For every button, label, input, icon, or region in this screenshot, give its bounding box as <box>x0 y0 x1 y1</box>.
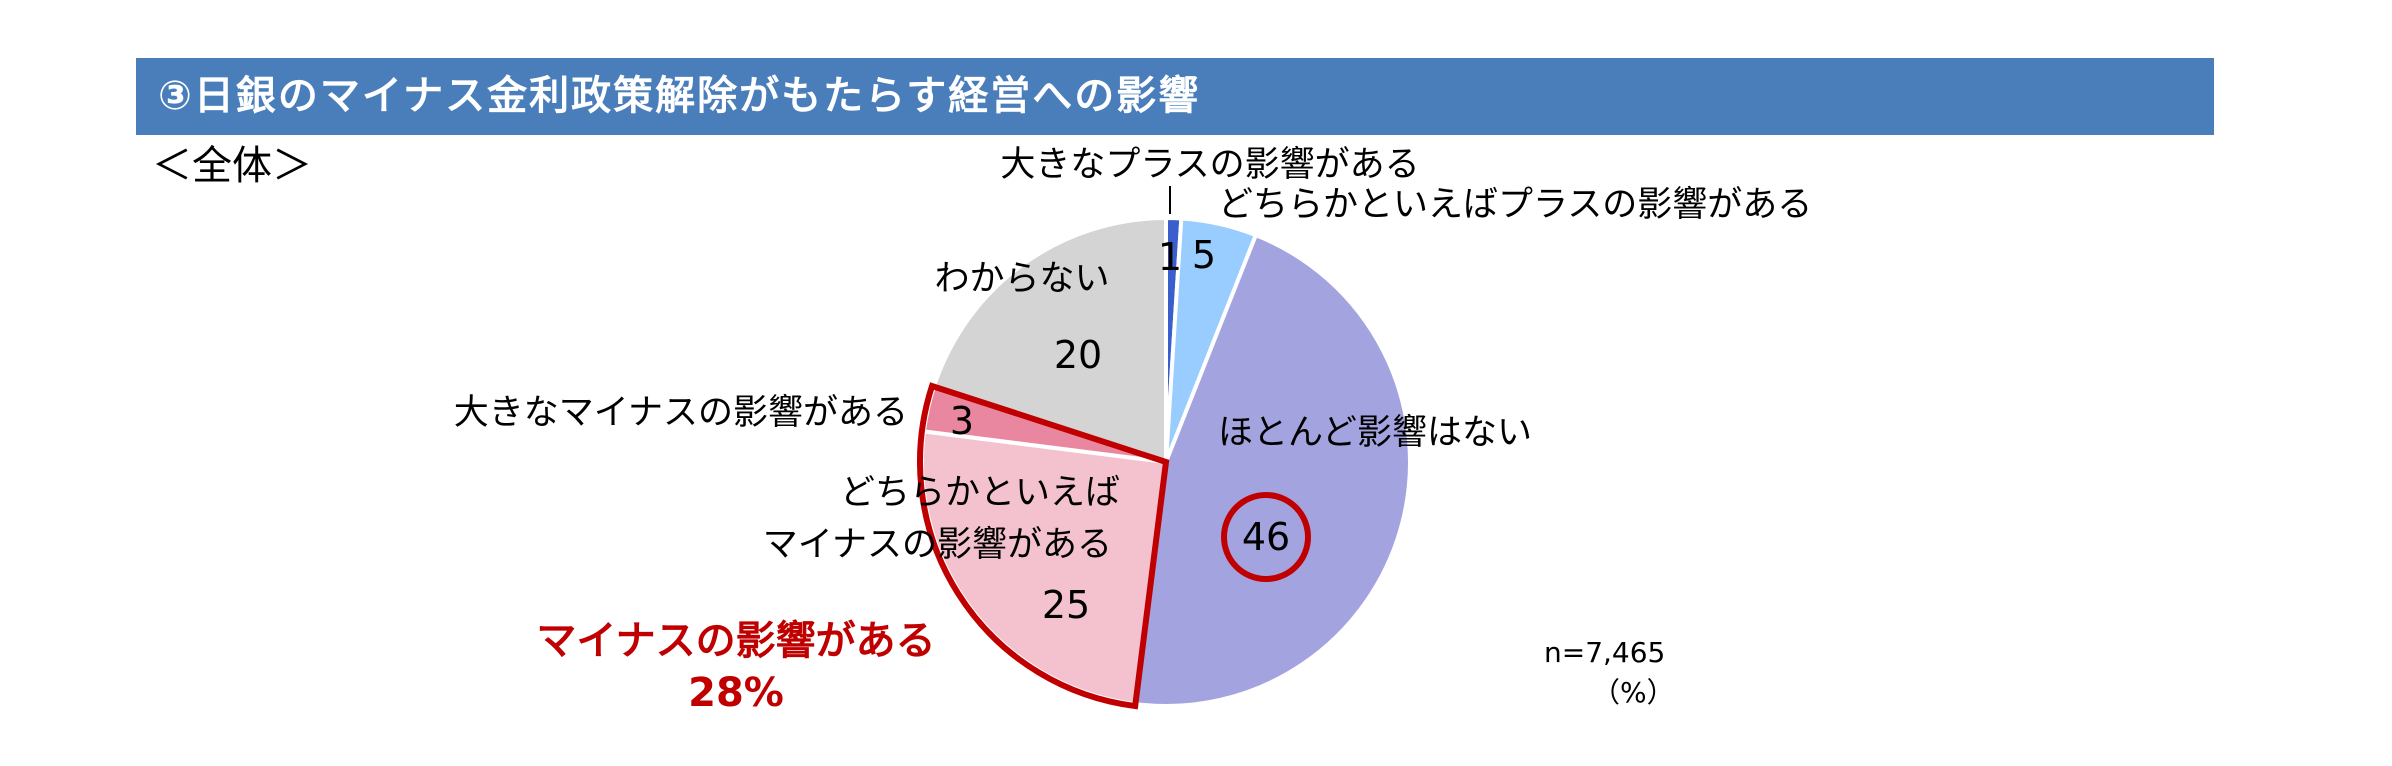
value-label-unknown: 20 <box>1054 333 1102 377</box>
value-label-somewhat-plus: 5 <box>1192 233 1216 277</box>
title-bar: ③日銀のマイナス金利政策解除がもたらす経営への影響 <box>136 58 2214 135</box>
label-unknown: わからない <box>934 259 1109 299</box>
label-large-minus: 大きなマイナスの影響がある <box>454 393 908 433</box>
value-label-somewhat-minus: 25 <box>1042 583 1090 627</box>
highlight-label: マイナスの影響がある <box>536 618 935 664</box>
label-somewhat-minus-line2: マイナスの影響がある <box>763 525 1112 565</box>
label-somewhat-minus-line1: どちらかといえば <box>840 473 1120 513</box>
sample-size-label: n=7,465 <box>1544 636 1666 669</box>
value-label-large-plus: 1 <box>1158 235 1182 279</box>
label-large-plus: 大きなプラスの影響がある <box>1000 145 1419 185</box>
pie-slice-no-effect <box>1133 233 1412 708</box>
value-label-large-minus: 3 <box>950 399 974 443</box>
highlight-value: 28% <box>688 670 784 716</box>
label-no-effect: ほとんど影響はない <box>1218 413 1532 453</box>
value-label-no-effect: 46 <box>1242 515 1290 559</box>
highlight-circle-46 <box>1221 492 1311 582</box>
chart-title: ③日銀のマイナス金利政策解除がもたらす経営への影響 <box>158 73 1201 119</box>
chart-subtitle: ＜全体＞ <box>152 143 312 189</box>
unit-label: （%） <box>1592 676 1675 709</box>
pie-slice-unknown <box>931 216 1168 464</box>
label-somewhat-plus: どちらかといえばプラスの影響がある <box>1218 185 1812 225</box>
highlight-outline-minus <box>917 382 1170 710</box>
